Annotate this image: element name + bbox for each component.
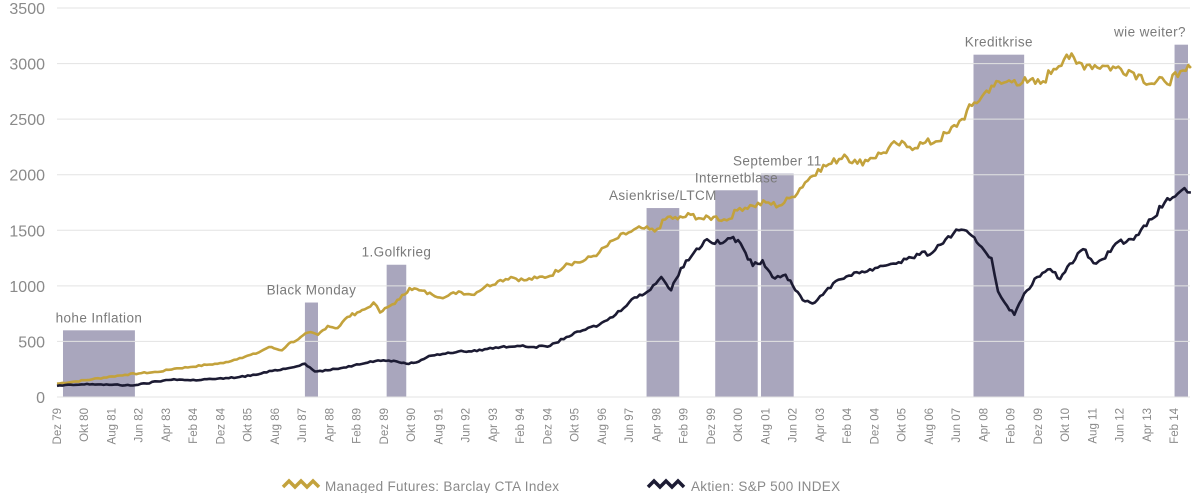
x-tick-label-9: Jun 87 [297, 408, 309, 443]
y-tick-label-7: 3500 [9, 1, 45, 18]
x-tick-label-41: Feb 14 [1169, 407, 1181, 443]
series-line-0 [56, 52, 1192, 385]
x-tick-label-10: Apr 88 [324, 408, 336, 442]
y-tick-label-4: 2000 [9, 168, 45, 185]
x-tick-label-29: Feb 04 [842, 407, 854, 443]
x-tick-label-23: Feb 99 [679, 408, 691, 444]
series-line-1 [56, 186, 1191, 388]
legend-label-1: Aktien: S&P 500 INDEX [691, 479, 840, 493]
x-tick-label-36: Dez 09 [1033, 408, 1045, 444]
y-tick-label-6: 3000 [9, 57, 45, 74]
x-tick-label-7: Okt 85 [243, 408, 255, 442]
legend-swatch-0 [281, 478, 321, 490]
annotation-band-4 [715, 190, 758, 397]
x-tick-label-27: Jun 02 [788, 408, 800, 443]
x-tick-label-20: Aug 96 [597, 408, 609, 444]
x-tick-label-21: Jun 97 [624, 408, 636, 443]
annotation-label-5: September 11 [733, 154, 822, 169]
x-tick-label-11: Feb 89 [352, 408, 364, 444]
legend-label-0: Managed Futures: Barclay CTA Index [325, 479, 559, 493]
x-tick-label-6: Dez 84 [215, 407, 227, 444]
x-tick-label-35: Feb 09 [1006, 408, 1018, 444]
x-tick-label-19: Okt 95 [570, 408, 582, 442]
annotation-band-5 [760, 173, 794, 397]
x-tick-label-26: Aug 01 [760, 408, 772, 444]
legend-item-1: Aktien: S&P 500 INDEX [646, 478, 840, 493]
annotation-band-2 [386, 264, 407, 397]
x-tick-label-33: Jun 07 [951, 408, 963, 443]
annotation-band-7 [1174, 44, 1188, 397]
annotation-band-6 [973, 54, 1025, 398]
x-tick-label-37: Okt 10 [1060, 408, 1072, 442]
x-tick-label-25: Okt 00 [733, 408, 745, 442]
annotation-label-6: Kreditkrise [965, 35, 1033, 50]
x-tick-label-24: Dez 99 [706, 408, 718, 444]
x-tick-label-5: Feb 84 [188, 407, 200, 443]
annotation-label-4: Internetblase [695, 170, 778, 185]
annotation-label-3: Asienkrise/LTCM [609, 188, 717, 203]
y-tick-label-1: 500 [18, 334, 45, 351]
x-tick-label-4: Apr 83 [161, 408, 173, 442]
x-tick-label-14: Aug 91 [433, 408, 445, 444]
annotation-label-7: wie weiter? [1113, 25, 1186, 40]
x-tick-label-0: Dez 79 [52, 408, 64, 444]
series-lines [56, 52, 1192, 388]
x-tick-label-3: Jun 82 [134, 408, 146, 443]
annotation-band-3 [646, 208, 680, 397]
x-tick-label-1: Okt 80 [79, 408, 91, 442]
annotation-band-1 [304, 302, 318, 397]
annotation-label-0: hohe Inflation [56, 310, 143, 325]
annotation-labels: hohe Inflation Black Monday 1.Golfkrieg Asi… [56, 25, 1186, 326]
x-tick-label-28: Apr 03 [815, 408, 827, 442]
x-axis: Dez 79 Okt 80 Aug 81 Jun 82 Apr 83 Feb 84 Dez … [52, 407, 1181, 444]
y-tick-label-0: 0 [36, 390, 45, 407]
annotation-label-1: Black Monday [267, 283, 357, 298]
y-axis: 0 500 1000 1500 2000 2500 3000 3500 [9, 1, 45, 407]
x-tick-label-16: Apr 93 [488, 408, 500, 442]
x-tick-label-18: Dez 94 [542, 407, 554, 444]
legend-item-0: Managed Futures: Barclay CTA Index [281, 478, 559, 493]
x-tick-label-39: Jun 12 [1115, 408, 1127, 443]
legend-swatch-1 [646, 478, 686, 490]
x-tick-label-2: Aug 81 [106, 408, 118, 444]
x-tick-label-13: Okt 90 [406, 408, 418, 442]
x-tick-label-22: Apr 98 [651, 408, 663, 442]
annotation-label-2: 1.Golfkrieg [362, 245, 432, 260]
x-tick-label-32: Aug 06 [924, 408, 936, 444]
y-tick-label-5: 2500 [9, 112, 45, 129]
y-tick-label-3: 1500 [9, 223, 45, 240]
annotation-band-0 [62, 330, 135, 397]
annotation-bands [62, 44, 1188, 398]
grid-lines [57, 7, 1190, 398]
y-tick-label-2: 1000 [9, 279, 45, 296]
x-tick-label-8: Aug 86 [270, 408, 282, 444]
x-tick-label-31: Okt 05 [897, 408, 909, 442]
x-tick-label-40: Apr 13 [1142, 408, 1154, 442]
x-tick-label-30: Dez 04 [869, 407, 881, 444]
x-tick-label-12: Dez 89 [379, 408, 391, 444]
x-tick-label-34: Apr 08 [978, 408, 990, 442]
legend: Managed Futures: Barclay CTA Index Aktie… [281, 478, 840, 493]
x-tick-label-17: Feb 94 [515, 407, 527, 443]
x-tick-label-38: Aug 11 [1087, 408, 1099, 444]
x-tick-label-15: Jun 92 [461, 408, 473, 443]
